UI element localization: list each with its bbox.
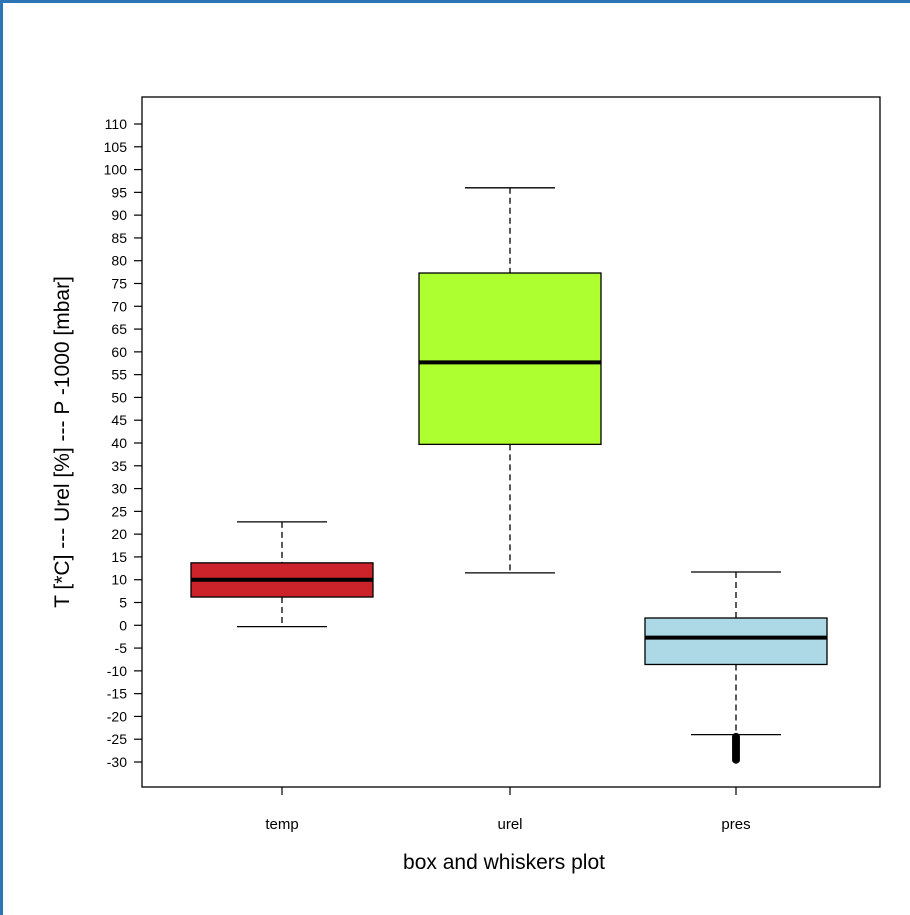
y-tick-label: -5	[115, 640, 128, 656]
y-tick-label: 35	[111, 458, 127, 474]
y-axis: 1101051009590858075706560555045403530252…	[104, 116, 142, 770]
y-tick-label: 50	[111, 389, 127, 405]
x-tick-label-pres: pres	[721, 816, 750, 833]
y-tick-label: 100	[104, 162, 128, 178]
iqr-box	[418, 272, 602, 446]
y-tick-label: 25	[111, 503, 127, 519]
y-tick-label: 45	[111, 412, 127, 428]
y-tick-label: 70	[111, 298, 127, 314]
y-tick-label: -15	[107, 686, 127, 702]
y-tick-label: 20	[111, 526, 127, 542]
y-tick-label: -20	[107, 708, 127, 724]
x-tick-label-temp: temp	[265, 816, 298, 833]
y-tick-label: 65	[111, 321, 127, 337]
y-tick-label: 55	[111, 367, 127, 383]
iqr-box	[644, 617, 828, 666]
box-pres	[644, 571, 828, 764]
y-tick-label: 90	[111, 207, 127, 223]
y-tick-label: -25	[107, 731, 127, 747]
y-tick-label: 105	[104, 139, 128, 155]
boxes-group	[190, 187, 828, 764]
box-temp	[190, 521, 374, 628]
y-tick-label: 40	[111, 435, 127, 451]
plot-area-border	[141, 96, 881, 788]
box-urel	[418, 187, 602, 574]
y-tick-label: 95	[111, 184, 127, 200]
y-tick-label: 5	[119, 595, 127, 611]
y-axis-title: T [*C] --- Urel [%] --- P -1000 [mbar]	[51, 276, 74, 608]
y-tick-label: 10	[111, 572, 127, 588]
y-tick-label: 0	[119, 617, 127, 633]
x-tick-label-urel: urel	[497, 816, 522, 833]
x-axis-title: box and whiskers plot	[403, 851, 605, 874]
y-tick-label: 60	[111, 344, 127, 360]
x-axis: temp urel pres	[265, 787, 751, 833]
y-tick-label: 15	[111, 549, 127, 565]
y-tick-label: -10	[107, 663, 127, 679]
y-tick-label: 75	[111, 276, 127, 292]
y-tick-label: -30	[107, 754, 127, 770]
y-tick-label: 30	[111, 481, 127, 497]
y-tick-label: 80	[111, 253, 127, 269]
y-tick-label: 85	[111, 230, 127, 246]
outlier-point	[732, 755, 740, 764]
y-tick-label: 110	[105, 116, 128, 132]
